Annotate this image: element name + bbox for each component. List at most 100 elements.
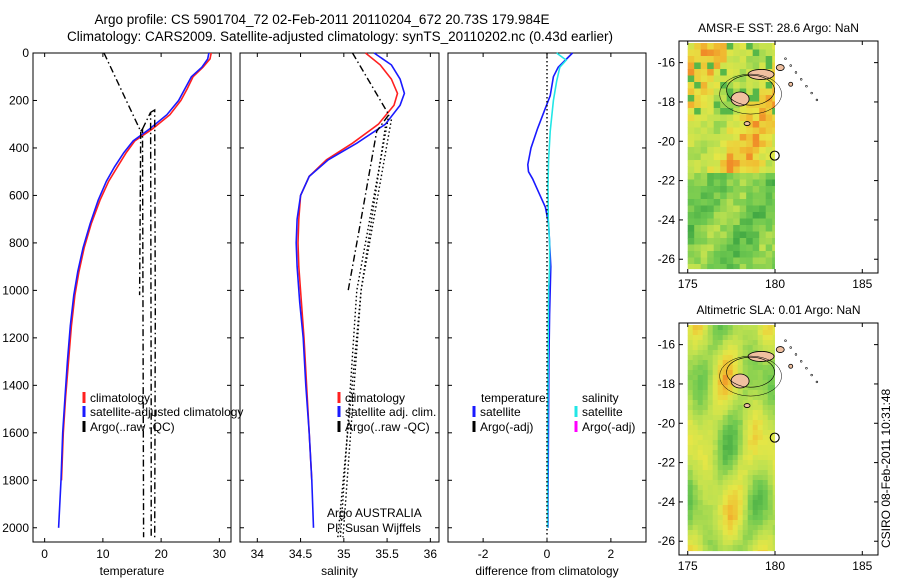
map-data-cell xyxy=(752,375,759,381)
map-data-cell xyxy=(717,530,724,536)
map-data-cell xyxy=(692,470,699,476)
map-data-cell xyxy=(732,485,739,491)
map-data-cell xyxy=(772,49,775,57)
map-data-cell xyxy=(707,225,715,232)
map-data-cell xyxy=(720,251,728,258)
map-data-cell xyxy=(717,335,724,341)
map-data-cell xyxy=(746,108,754,115)
map-data-cell xyxy=(762,385,769,391)
map-data-cell xyxy=(713,114,721,122)
map-data-cell xyxy=(759,231,767,239)
map-data-cell xyxy=(702,350,709,356)
map-data-cell xyxy=(707,540,714,546)
map-data-cell xyxy=(732,455,739,461)
map-data-cell xyxy=(759,160,767,167)
map-data-cell xyxy=(687,225,695,232)
map-data-cell xyxy=(697,490,704,496)
map-data-cell xyxy=(762,490,769,496)
map-data-cell xyxy=(700,192,708,200)
map-data-cell xyxy=(732,440,739,446)
map-data-cell xyxy=(747,390,754,396)
map-data-cell xyxy=(702,445,709,451)
map-data-cell xyxy=(762,475,769,481)
map-data-cell xyxy=(742,365,749,371)
map-data-cell xyxy=(759,225,767,232)
map-data-cell xyxy=(762,480,769,486)
map-data-cell xyxy=(767,525,774,531)
map-data-cell xyxy=(752,238,760,245)
map-data-cell xyxy=(687,525,694,531)
map-data-cell xyxy=(687,43,695,50)
map-data-cell xyxy=(739,127,747,135)
map-data-cell xyxy=(746,212,754,219)
map-data-cell xyxy=(712,335,719,341)
map-data-cell xyxy=(687,540,694,546)
map-data-cell xyxy=(687,470,694,476)
map-data-cell xyxy=(733,244,741,252)
map-data-cell xyxy=(772,101,775,109)
map-data-cell xyxy=(720,179,728,187)
map-data-cell xyxy=(707,186,715,193)
map-data-cell xyxy=(737,350,744,356)
map-data-cell xyxy=(692,460,699,466)
map-data-cell xyxy=(727,505,734,511)
map-data-cell xyxy=(746,186,754,193)
map-data-cell xyxy=(702,540,709,546)
map-data-cell xyxy=(765,134,773,141)
map-data-cell xyxy=(747,530,754,536)
map-data-cell xyxy=(747,420,754,426)
map-data-cell xyxy=(707,134,715,141)
map-data-cell xyxy=(726,166,734,174)
map-data-cell xyxy=(720,166,728,174)
map-data-cell xyxy=(722,330,729,336)
map-data-cell xyxy=(727,335,734,341)
map-data-cell xyxy=(712,505,719,511)
map-data-cell xyxy=(717,345,724,351)
map-data-cell xyxy=(772,166,775,174)
map-data-cell xyxy=(733,75,741,83)
map-data-cell xyxy=(697,525,704,531)
map-data-cell xyxy=(752,385,759,391)
map-data-cell xyxy=(697,515,704,521)
map-data-cell xyxy=(772,500,775,506)
map-data-cell xyxy=(762,430,769,436)
map-data-cell xyxy=(722,420,729,426)
map-data-cell xyxy=(694,166,702,174)
map-data-cell xyxy=(692,525,699,531)
map-data-cell xyxy=(739,49,747,57)
map-data-cell xyxy=(767,410,774,416)
map-data-cell xyxy=(727,465,734,471)
series-line-argo-raw-qc- xyxy=(141,111,152,538)
map-data-cell xyxy=(765,82,773,89)
map-data-cell xyxy=(772,440,775,446)
map-data-cell xyxy=(702,480,709,486)
map-data-cell xyxy=(727,445,734,451)
map-data-cell xyxy=(772,460,775,466)
x-tick-label: -2 xyxy=(478,547,489,561)
map-data-cell xyxy=(687,480,694,486)
map-data-cell xyxy=(722,345,729,351)
legend-label: Argo(-adj) xyxy=(480,420,533,434)
map-data-cell xyxy=(687,450,694,456)
map-data-cell xyxy=(747,545,754,551)
map-data-cell xyxy=(722,370,729,376)
map-data-cell xyxy=(727,545,734,551)
map-data-cell xyxy=(747,360,754,366)
annotation-float-info: Argo AUSTRALIA xyxy=(327,506,422,520)
map-data-cell xyxy=(772,490,775,496)
x-tick-label: 20 xyxy=(154,547,168,561)
map-data-cell xyxy=(692,370,699,376)
map-data-cell xyxy=(697,440,704,446)
map-data-cell xyxy=(752,535,759,541)
map-data-cell xyxy=(772,140,775,148)
map-data-cell xyxy=(739,160,747,167)
map-data-cell xyxy=(687,350,694,356)
map-data-cell xyxy=(767,470,774,476)
map-data-cell xyxy=(717,535,724,541)
map-data-cell xyxy=(733,127,741,135)
map-data-cell xyxy=(692,520,699,526)
map-data-cell xyxy=(687,500,694,506)
map-data-cell xyxy=(717,505,724,511)
map-data-cell xyxy=(722,340,729,346)
map-data-cell xyxy=(707,445,714,451)
